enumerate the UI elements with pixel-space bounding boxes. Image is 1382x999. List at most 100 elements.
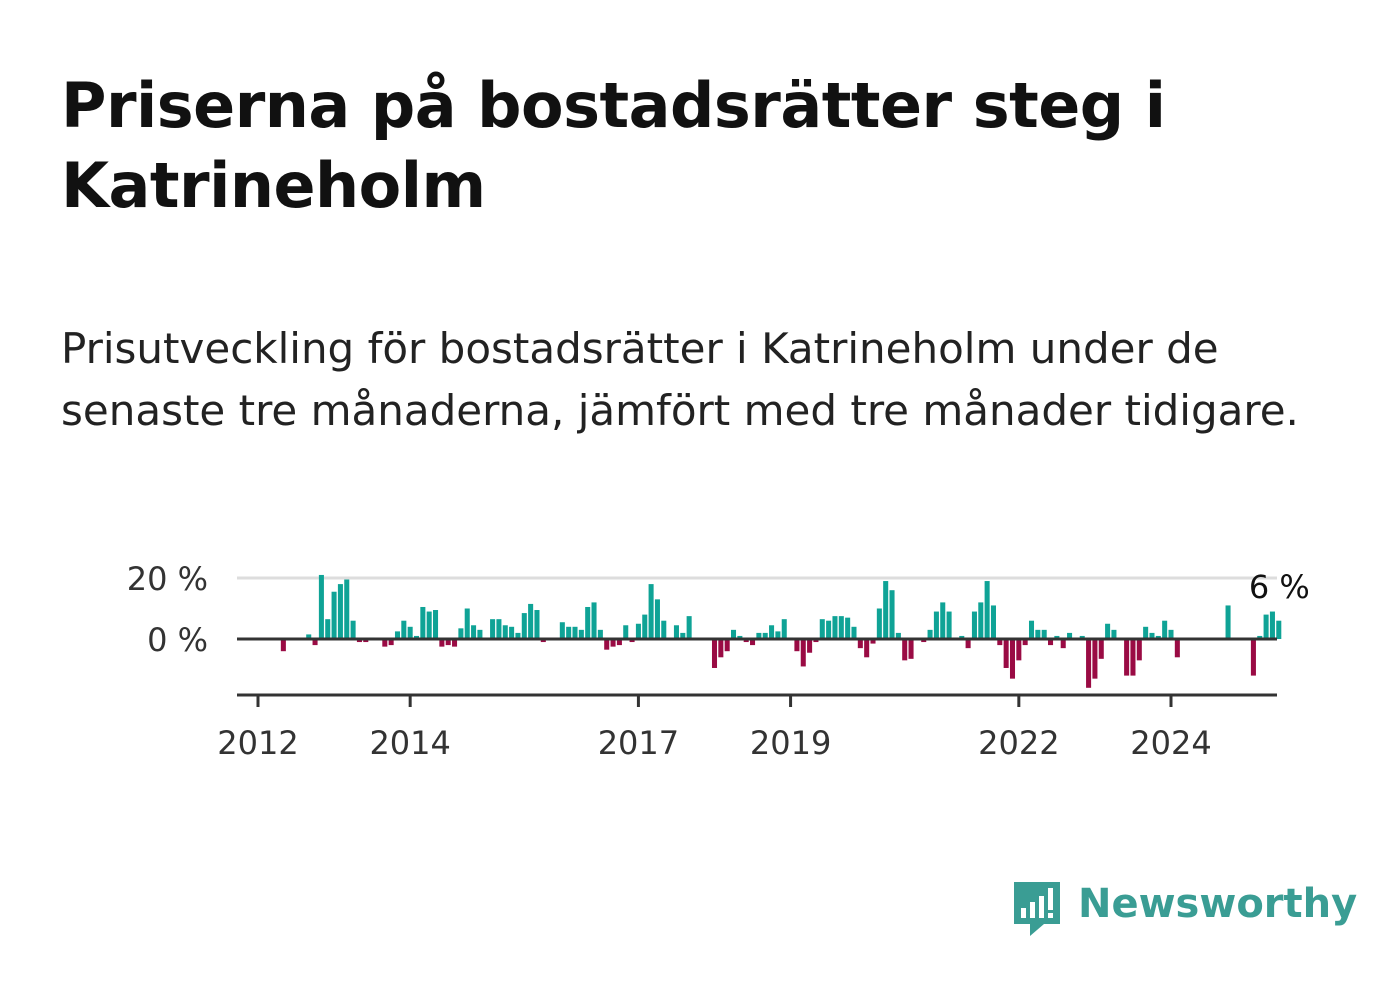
bar: [648, 584, 654, 639]
bar: [724, 639, 730, 652]
x-tick-label: 2019: [750, 724, 831, 762]
bar: [870, 639, 876, 644]
bar: [718, 639, 724, 658]
bar: [306, 634, 312, 639]
bar: [1269, 611, 1275, 639]
bar: [521, 613, 527, 639]
bar: [756, 632, 762, 639]
newsworthy-logo: Newsworthy: [1010, 878, 1357, 942]
bar: [902, 639, 908, 661]
bar: [800, 639, 806, 667]
bar: [331, 591, 337, 639]
bar: [933, 611, 939, 639]
bar: [673, 625, 679, 639]
bar: [737, 635, 743, 639]
bar: [394, 631, 401, 640]
bar: [927, 629, 933, 639]
bar: [826, 620, 832, 639]
bar: [946, 611, 952, 639]
bar: [585, 606, 591, 639]
bar: [1174, 639, 1180, 658]
bar: [1086, 639, 1092, 688]
bar: [382, 639, 388, 647]
newsworthy-logo-text: Newsworthy: [1078, 881, 1358, 927]
bar: [604, 639, 610, 650]
bar: [1060, 639, 1066, 649]
bar: [731, 629, 737, 639]
bar: [864, 639, 870, 658]
x-tick-label: 2024: [1130, 724, 1211, 762]
y-tick-label: 0 %: [147, 621, 208, 659]
bar: [711, 639, 718, 668]
last-value-label: 6 %: [1249, 568, 1310, 606]
bar: [819, 619, 825, 639]
bar: [680, 632, 686, 639]
bar: [1041, 629, 1047, 639]
bar: [1168, 629, 1174, 639]
x-tick-label: 2017: [598, 724, 679, 762]
bar: [743, 639, 749, 643]
bar: [775, 631, 781, 640]
bar: [959, 635, 965, 639]
bar: [337, 584, 343, 639]
bar: [1257, 635, 1263, 639]
bar: [534, 610, 540, 639]
bar: [1035, 629, 1041, 639]
bar: [965, 639, 971, 649]
bar: [1067, 632, 1073, 639]
bar: [426, 611, 432, 639]
bar: [515, 632, 521, 639]
bar: [1162, 620, 1168, 639]
bar: [490, 619, 496, 639]
bar: [1250, 639, 1256, 676]
bar: [889, 590, 895, 639]
bar: [794, 639, 800, 652]
bar: [654, 599, 660, 639]
bar: [610, 639, 616, 647]
bar: [1155, 635, 1161, 639]
bar: [1276, 620, 1282, 639]
bar: [312, 639, 318, 646]
bar: [635, 623, 641, 639]
bar: [1143, 626, 1149, 639]
bar: [502, 625, 508, 639]
bar: [750, 639, 756, 646]
bar: [559, 622, 565, 639]
bars-layer: [280, 574, 1282, 688]
x-tick-label: 2012: [217, 724, 298, 762]
bar: [616, 639, 622, 646]
bar: [851, 626, 857, 639]
bar: [629, 639, 635, 643]
bar: [572, 626, 578, 639]
axis-layer: 20 % 0 % 2012 2014 2017 2019 2022 2024 6 %: [127, 560, 1310, 762]
bar: [471, 625, 477, 639]
bar: [990, 605, 996, 639]
bar: [1003, 639, 1009, 668]
bar: [971, 611, 977, 639]
bar: [401, 620, 407, 639]
bar: [1130, 639, 1136, 676]
bar: [1105, 623, 1111, 639]
bar: [1054, 635, 1060, 639]
newsworthy-logo-icon: [1014, 882, 1060, 936]
bar: [832, 616, 838, 640]
bar: [857, 639, 863, 649]
bar: [1028, 620, 1035, 639]
bar: [1092, 639, 1098, 679]
bar: [597, 629, 603, 639]
bar: [838, 616, 844, 640]
price-change-bar-chart: 20 % 0 % 2012 2014 2017 2019 2022 2024 6 %: [127, 560, 1310, 762]
bar: [1263, 614, 1269, 639]
bar: [686, 616, 692, 640]
bar: [1016, 639, 1022, 661]
bar: [540, 639, 546, 643]
bar: [591, 602, 597, 639]
bar: [845, 617, 851, 639]
bar: [464, 608, 470, 639]
bar: [1079, 635, 1085, 639]
page-subtitle: Prisutveckling för bostadsrätter i Katri…: [61, 324, 1299, 435]
bar: [1022, 639, 1028, 646]
bar: [413, 635, 420, 639]
bar: [769, 625, 775, 639]
bar: [318, 574, 324, 639]
